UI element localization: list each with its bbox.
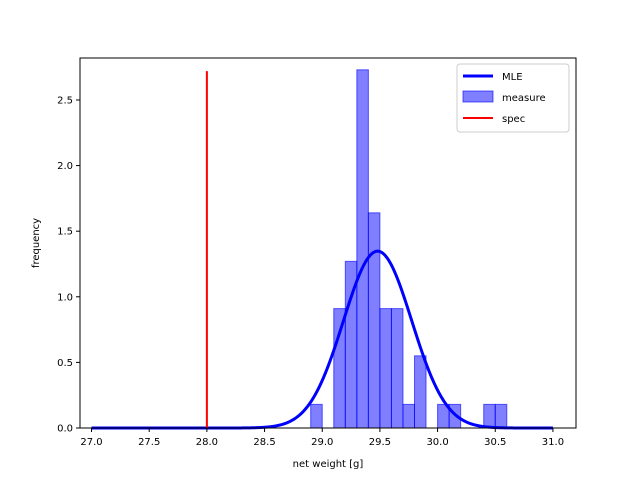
legend-label-measure: measure [502, 93, 546, 104]
histogram-bar [414, 355, 427, 429]
histogram-bar [356, 69, 369, 429]
x-tick-label: 27.5 [138, 437, 160, 448]
legend-swatch-measure [462, 90, 494, 103]
x-axis-label: net weight [g] [293, 459, 364, 470]
y-axis-label: frequency [31, 218, 42, 268]
legend-box [456, 63, 570, 133]
x-tick-label: 30.0 [426, 437, 448, 448]
x-tick-label: 29.5 [369, 437, 391, 448]
y-tick-label: 1.5 [57, 227, 73, 238]
x-tick-label: 28.5 [253, 437, 275, 448]
histogram-bar [379, 308, 392, 429]
legend: MLE measure spec [456, 63, 570, 133]
histogram-bar [310, 403, 323, 429]
histogram-bar [333, 308, 346, 429]
y-tick-label: 2.5 [57, 95, 73, 106]
y-tick-label: 2.0 [57, 161, 73, 172]
histogram-bar [390, 308, 404, 429]
histogram-bar [402, 403, 416, 429]
x-tick-label: 28.0 [196, 437, 218, 448]
y-tick-label: 0.0 [57, 424, 73, 435]
histogram-bar [367, 212, 381, 429]
x-tick-label: 27.0 [80, 437, 102, 448]
x-tick-label: 30.5 [484, 437, 506, 448]
y-tick-label: 1.0 [57, 292, 73, 303]
legend-label-spec: spec [502, 114, 525, 125]
y-axis-ticks: 0.0 0.5 1.0 1.5 2.0 2.5 [57, 95, 80, 435]
histogram-bar [483, 403, 496, 429]
x-axis-ticks: 27.0 27.5 28.0 28.5 29.0 29.5 30.0 30.5 31.0 [80, 428, 564, 448]
histogram-bar [494, 403, 508, 429]
plot-frame [79, 57, 577, 429]
legend-label-mle: MLE [502, 72, 523, 83]
x-tick-label: 29.0 [311, 437, 333, 448]
y-tick-label: 0.5 [57, 358, 73, 369]
x-tick-label: 31.0 [542, 437, 564, 448]
